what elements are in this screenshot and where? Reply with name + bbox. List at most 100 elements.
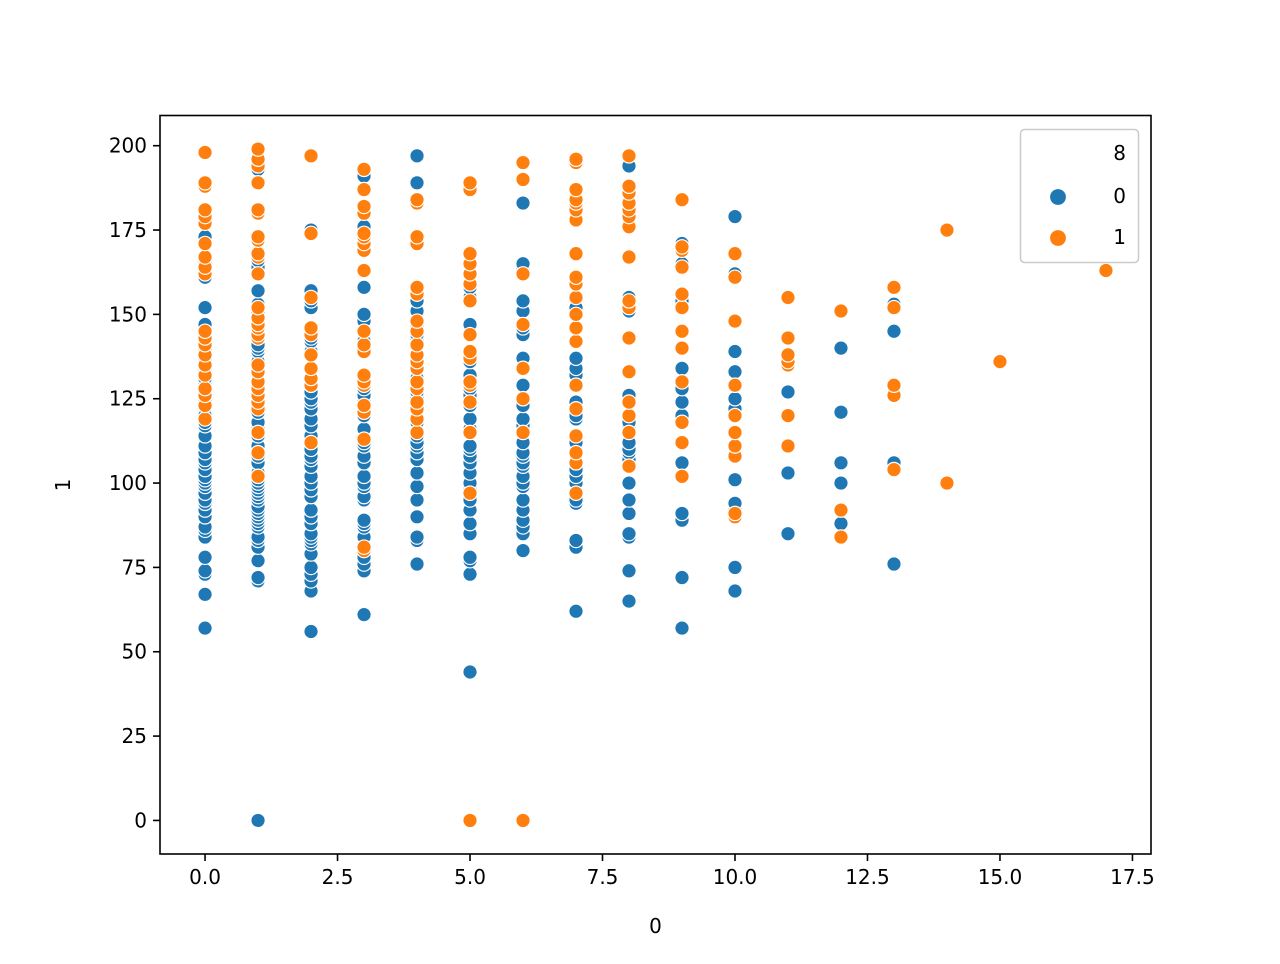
point-0-43 — [250, 552, 266, 569]
point-1-104 — [462, 293, 478, 309]
point-1-175 — [727, 269, 743, 286]
point-1-36 — [250, 266, 266, 282]
x-tick-label: 17.5 — [1110, 865, 1155, 889]
y-axis: 0 25 50 75 100 125 150 175 200 — [109, 134, 160, 832]
point-1-139 — [621, 458, 637, 474]
point-0-224 — [515, 377, 531, 394]
point-1-116 — [515, 266, 531, 282]
legend-marker-0 — [1048, 187, 1068, 207]
y-tick-label: 175 — [109, 218, 147, 242]
point-1-185 — [833, 502, 849, 518]
point-1-147 — [621, 249, 637, 265]
point-1-77 — [409, 424, 425, 441]
point-1-173 — [727, 377, 743, 394]
point-1-12 — [197, 249, 213, 265]
point-0-250 — [621, 593, 637, 609]
series-1 — [197, 141, 1114, 829]
point-1-141 — [621, 407, 637, 424]
point-1-96 — [462, 485, 478, 501]
point-1-90 — [409, 279, 425, 296]
point-1-110 — [462, 175, 478, 191]
point-1-187 — [886, 461, 902, 478]
point-1-112 — [515, 424, 531, 441]
point-1-130 — [568, 269, 584, 286]
legend-label-0: 0 — [1113, 184, 1126, 208]
point-0-297 — [833, 515, 849, 532]
point-1-95 — [462, 812, 478, 829]
point-1-51 — [303, 347, 319, 363]
y-tick-label: 200 — [109, 134, 147, 158]
legend-frame — [1019, 128, 1140, 264]
point-1-159 — [674, 340, 690, 356]
point-1-186 — [833, 303, 849, 319]
plot-frame — [159, 114, 1152, 855]
point-0-151 — [356, 279, 372, 296]
point-1-123 — [568, 401, 584, 417]
point-0-269 — [674, 620, 690, 636]
point-0-150 — [356, 306, 372, 323]
point-1-177 — [780, 438, 796, 454]
x-tick-label: 0.0 — [189, 865, 221, 889]
point-1-138 — [568, 151, 584, 167]
y-tick-label: 150 — [109, 302, 147, 326]
point-1-117 — [515, 171, 531, 188]
point-0-179 — [409, 148, 425, 164]
point-0-282 — [727, 559, 743, 576]
x-tick-label: 2.5 — [322, 865, 354, 889]
point-1-47 — [303, 434, 319, 451]
point-1-163 — [674, 259, 690, 275]
point-1-118 — [515, 154, 531, 171]
point-0-299 — [833, 455, 849, 471]
point-0-100 — [303, 502, 319, 518]
point-1-174 — [727, 313, 743, 329]
x-tick-label: 15.0 — [978, 865, 1023, 889]
point-1-136 — [568, 181, 584, 198]
point-1-156 — [674, 434, 690, 451]
point-0-125 — [356, 606, 372, 623]
legend-label-1: 1 — [1113, 225, 1126, 249]
point-1-74 — [356, 198, 372, 215]
point-1-58 — [356, 539, 372, 555]
point-1-176 — [727, 245, 743, 262]
point-1-128 — [568, 289, 584, 306]
point-0-251 — [621, 562, 637, 579]
point-0-248 — [568, 350, 584, 367]
point-1-103 — [462, 326, 478, 343]
x-tick-label: 10.0 — [713, 865, 758, 889]
point-0-180 — [462, 664, 478, 680]
point-0-161 — [409, 465, 425, 481]
point-1-189 — [886, 377, 902, 394]
point-0-132 — [356, 512, 372, 528]
points-layer — [197, 141, 1114, 829]
point-1-86 — [409, 336, 425, 353]
point-0-304 — [886, 323, 902, 340]
point-1-192 — [939, 475, 955, 491]
point-1-0 — [197, 411, 213, 427]
point-1-50 — [303, 360, 319, 377]
point-1-64 — [356, 367, 372, 383]
point-1-76 — [356, 161, 372, 178]
point-1-162 — [674, 286, 690, 302]
point-1-171 — [727, 424, 743, 441]
point-1-155 — [674, 468, 690, 485]
point-1-53 — [303, 320, 319, 336]
point-1-181 — [780, 347, 796, 363]
legend: 8 0 1 — [1019, 128, 1140, 264]
x-tick-label: 7.5 — [587, 865, 619, 889]
y-tick-label: 100 — [109, 471, 147, 495]
point-1-122 — [568, 428, 584, 444]
point-1-92 — [409, 228, 425, 245]
point-0-157 — [409, 529, 425, 545]
point-1-119 — [568, 485, 584, 501]
point-1-114 — [515, 360, 531, 377]
point-0-277 — [674, 360, 690, 377]
legend-marker-1 — [1048, 228, 1068, 248]
point-0-160 — [409, 478, 425, 495]
point-0-290 — [727, 343, 743, 360]
point-0-88 — [303, 623, 319, 640]
point-1-125 — [568, 333, 584, 350]
point-1-68 — [356, 262, 372, 279]
x-axis: 0.0 2.5 5.0 7.5 10.0 12.5 15.0 17.5 — [189, 854, 1155, 889]
point-1-94 — [409, 191, 425, 208]
